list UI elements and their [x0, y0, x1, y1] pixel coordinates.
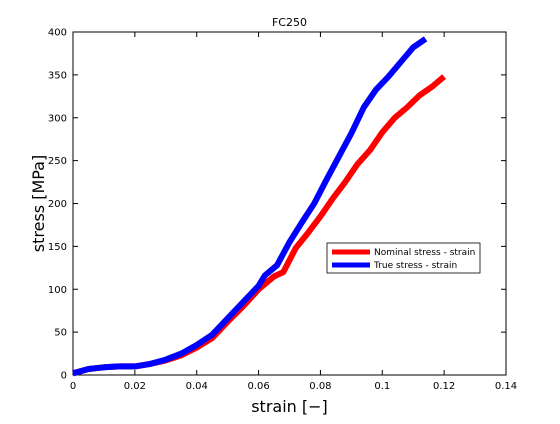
y-tick-label: 150: [48, 242, 67, 253]
legend-label-true: True stress - strain: [373, 261, 457, 271]
x-tick-label: 0.04: [186, 381, 208, 392]
x-tick-label: 0.06: [247, 381, 269, 392]
legend-box: [326, 242, 481, 274]
y-tick-label: 250: [48, 156, 67, 167]
y-tick-label: 300: [48, 113, 67, 124]
y-tick-label: 400: [48, 28, 67, 39]
x-tick-label: 0.14: [495, 381, 517, 392]
series-line-true: [72, 36, 428, 377]
chart-title: FC250: [272, 16, 307, 29]
x-axis-label: strain [−]: [251, 397, 328, 416]
y-axis-label: stress [MPa]: [29, 155, 48, 252]
legend-label-nominal: Nominal stress - strain: [374, 248, 475, 258]
x-tick-label: 0.1: [374, 381, 390, 392]
legend: Nominal stress - strain True stress - st…: [326, 242, 481, 274]
x-tick-label: 0.12: [433, 381, 455, 392]
y-tick-label: 200: [48, 199, 67, 210]
series-layer: [72, 36, 447, 377]
y-tick-label: 50: [54, 328, 67, 339]
x-tick-label: 0.08: [309, 381, 331, 392]
x-tick-label: 0: [70, 381, 76, 392]
plot-area: [72, 31, 507, 376]
y-tick-label: 100: [48, 285, 67, 296]
x-tick-label: 0.02: [124, 381, 146, 392]
y-tick-label: 350: [48, 70, 67, 81]
axis-ticks: 0 0.02 0.04 0.06 0.08 0.1 0.12 0.14 0 50 100 150 200…: [48, 28, 517, 393]
y-tick-label: 0: [61, 371, 67, 382]
